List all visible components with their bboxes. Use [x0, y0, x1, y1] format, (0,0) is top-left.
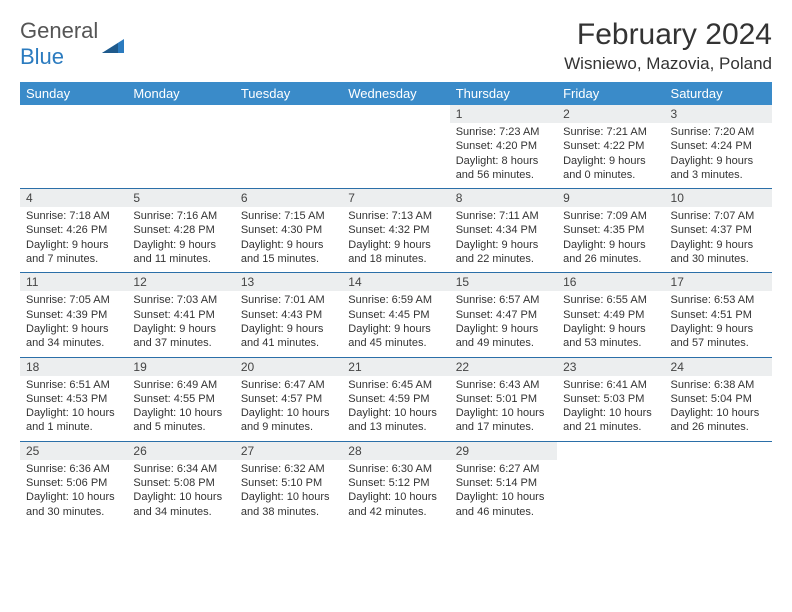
day-number-cell: 12: [127, 273, 234, 292]
detail-row: Sunrise: 7:23 AMSunset: 4:20 PMDaylight:…: [20, 123, 772, 189]
day-header: Thursday: [450, 82, 557, 105]
day-header: Wednesday: [342, 82, 449, 105]
day-detail-cell: Sunrise: 6:55 AMSunset: 4:49 PMDaylight:…: [557, 291, 664, 357]
day-number-cell: 11: [20, 273, 127, 292]
month-title: February 2024: [564, 18, 772, 52]
day-header: Sunday: [20, 82, 127, 105]
day-number-cell: 20: [235, 357, 342, 376]
day-number-cell: 29: [450, 441, 557, 460]
day-detail-cell: [665, 460, 772, 525]
daynum-row: 45678910: [20, 189, 772, 208]
day-number-cell: 24: [665, 357, 772, 376]
day-detail-cell: Sunrise: 6:47 AMSunset: 4:57 PMDaylight:…: [235, 376, 342, 442]
logo-text-1: General: [20, 18, 98, 43]
day-detail-cell: [127, 123, 234, 189]
detail-row: Sunrise: 6:51 AMSunset: 4:53 PMDaylight:…: [20, 376, 772, 442]
day-detail-cell: Sunrise: 7:23 AMSunset: 4:20 PMDaylight:…: [450, 123, 557, 189]
day-number-cell: 18: [20, 357, 127, 376]
day-number-cell: 28: [342, 441, 449, 460]
day-detail-cell: [20, 123, 127, 189]
day-number-cell: 23: [557, 357, 664, 376]
day-detail-cell: [235, 123, 342, 189]
day-number-cell: [342, 105, 449, 123]
day-number-cell: 7: [342, 189, 449, 208]
day-detail-cell: Sunrise: 6:36 AMSunset: 5:06 PMDaylight:…: [20, 460, 127, 525]
logo-text-2: Blue: [20, 44, 64, 69]
calendar-table: Sunday Monday Tuesday Wednesday Thursday…: [20, 82, 772, 525]
day-number-cell: [127, 105, 234, 123]
detail-row: Sunrise: 6:36 AMSunset: 5:06 PMDaylight:…: [20, 460, 772, 525]
day-detail-cell: Sunrise: 6:53 AMSunset: 4:51 PMDaylight:…: [665, 291, 772, 357]
day-number-cell: 26: [127, 441, 234, 460]
logo-text: General Blue: [20, 18, 98, 70]
day-number-cell: 25: [20, 441, 127, 460]
day-number-cell: 4: [20, 189, 127, 208]
day-number-cell: 21: [342, 357, 449, 376]
logo: General Blue: [20, 18, 124, 70]
location: Wisniewo, Mazovia, Poland: [564, 54, 772, 74]
day-number-cell: 6: [235, 189, 342, 208]
day-detail-cell: Sunrise: 6:57 AMSunset: 4:47 PMDaylight:…: [450, 291, 557, 357]
day-detail-cell: Sunrise: 6:51 AMSunset: 4:53 PMDaylight:…: [20, 376, 127, 442]
day-detail-cell: Sunrise: 6:34 AMSunset: 5:08 PMDaylight:…: [127, 460, 234, 525]
day-detail-cell: Sunrise: 7:07 AMSunset: 4:37 PMDaylight:…: [665, 207, 772, 273]
day-number-cell: 17: [665, 273, 772, 292]
day-number-cell: 1: [450, 105, 557, 123]
daynum-row: 18192021222324: [20, 357, 772, 376]
day-detail-cell: Sunrise: 7:20 AMSunset: 4:24 PMDaylight:…: [665, 123, 772, 189]
day-detail-cell: Sunrise: 7:01 AMSunset: 4:43 PMDaylight:…: [235, 291, 342, 357]
day-detail-cell: [342, 123, 449, 189]
day-detail-cell: Sunrise: 7:18 AMSunset: 4:26 PMDaylight:…: [20, 207, 127, 273]
day-header: Tuesday: [235, 82, 342, 105]
day-number-cell: [20, 105, 127, 123]
day-detail-cell: Sunrise: 6:27 AMSunset: 5:14 PMDaylight:…: [450, 460, 557, 525]
day-number-cell: 15: [450, 273, 557, 292]
day-detail-cell: Sunrise: 7:09 AMSunset: 4:35 PMDaylight:…: [557, 207, 664, 273]
day-number-cell: 8: [450, 189, 557, 208]
day-number-cell: 19: [127, 357, 234, 376]
day-detail-cell: Sunrise: 7:13 AMSunset: 4:32 PMDaylight:…: [342, 207, 449, 273]
day-number-cell: 9: [557, 189, 664, 208]
title-block: February 2024 Wisniewo, Mazovia, Poland: [564, 18, 772, 74]
day-number-cell: 16: [557, 273, 664, 292]
day-detail-cell: Sunrise: 6:45 AMSunset: 4:59 PMDaylight:…: [342, 376, 449, 442]
day-number-cell: 14: [342, 273, 449, 292]
day-number-cell: 27: [235, 441, 342, 460]
day-header-row: Sunday Monday Tuesday Wednesday Thursday…: [20, 82, 772, 105]
day-detail-cell: Sunrise: 6:30 AMSunset: 5:12 PMDaylight:…: [342, 460, 449, 525]
day-number-cell: [235, 105, 342, 123]
day-detail-cell: Sunrise: 7:03 AMSunset: 4:41 PMDaylight:…: [127, 291, 234, 357]
daynum-row: 123: [20, 105, 772, 123]
daynum-row: 2526272829: [20, 441, 772, 460]
day-detail-cell: Sunrise: 6:59 AMSunset: 4:45 PMDaylight:…: [342, 291, 449, 357]
day-detail-cell: Sunrise: 6:41 AMSunset: 5:03 PMDaylight:…: [557, 376, 664, 442]
day-header: Monday: [127, 82, 234, 105]
day-number-cell: 22: [450, 357, 557, 376]
day-detail-cell: Sunrise: 7:15 AMSunset: 4:30 PMDaylight:…: [235, 207, 342, 273]
day-header: Saturday: [665, 82, 772, 105]
day-number-cell: [557, 441, 664, 460]
day-detail-cell: [557, 460, 664, 525]
detail-row: Sunrise: 7:18 AMSunset: 4:26 PMDaylight:…: [20, 207, 772, 273]
day-detail-cell: Sunrise: 7:05 AMSunset: 4:39 PMDaylight:…: [20, 291, 127, 357]
day-detail-cell: Sunrise: 6:32 AMSunset: 5:10 PMDaylight:…: [235, 460, 342, 525]
detail-row: Sunrise: 7:05 AMSunset: 4:39 PMDaylight:…: [20, 291, 772, 357]
day-detail-cell: Sunrise: 7:21 AMSunset: 4:22 PMDaylight:…: [557, 123, 664, 189]
day-number-cell: 10: [665, 189, 772, 208]
day-detail-cell: Sunrise: 6:49 AMSunset: 4:55 PMDaylight:…: [127, 376, 234, 442]
day-detail-cell: Sunrise: 6:38 AMSunset: 5:04 PMDaylight:…: [665, 376, 772, 442]
day-number-cell: 5: [127, 189, 234, 208]
day-detail-cell: Sunrise: 7:16 AMSunset: 4:28 PMDaylight:…: [127, 207, 234, 273]
day-number-cell: 2: [557, 105, 664, 123]
day-number-cell: 13: [235, 273, 342, 292]
day-detail-cell: Sunrise: 6:43 AMSunset: 5:01 PMDaylight:…: [450, 376, 557, 442]
header: General Blue February 2024 Wisniewo, Maz…: [20, 18, 772, 74]
day-number-cell: [665, 441, 772, 460]
day-detail-cell: Sunrise: 7:11 AMSunset: 4:34 PMDaylight:…: [450, 207, 557, 273]
logo-triangle-icon: [102, 35, 124, 53]
day-number-cell: 3: [665, 105, 772, 123]
daynum-row: 11121314151617: [20, 273, 772, 292]
day-header: Friday: [557, 82, 664, 105]
